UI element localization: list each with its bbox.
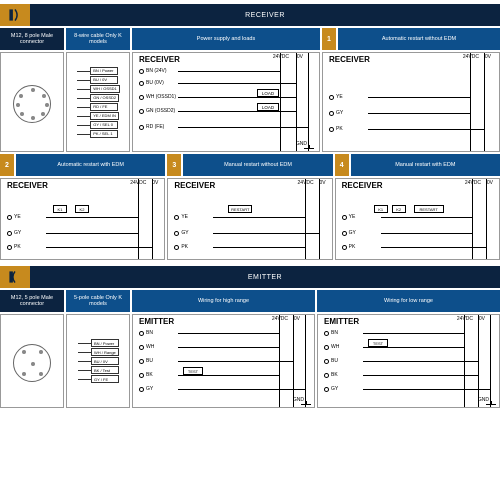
receiver-icon xyxy=(0,4,30,26)
tab-man-no-edm: Manual restart without EDM xyxy=(183,154,332,176)
cable-8wire-panel: BN / Power BU / 0V WH / OSSD1 GN / OSSD2… xyxy=(66,52,130,152)
emitter-title: EMITTER xyxy=(30,266,500,288)
tab-power: Power supply and loads xyxy=(132,28,320,50)
emitter-header: EMITTER xyxy=(0,266,500,288)
gnd-icon xyxy=(301,401,311,409)
wire-tag: GN / OSSD2 xyxy=(90,94,119,102)
man-no-edm-panel: RECEIVER 24VDC 0V YE RESTART GY PK xyxy=(167,178,332,260)
receiver-tabs-1: M12, 8 pole Male connector 8-wire cable … xyxy=(0,28,500,50)
wire-tag: GY / SEL 0 xyxy=(90,121,118,129)
man-edm-panel: RECEIVER 24VDC 0V YE K1 K2 RESTART GY PK xyxy=(335,178,500,260)
wire-tag: WH / OSSD1 xyxy=(90,85,120,93)
receiver-header: RECEIVER xyxy=(0,4,500,26)
gnd-icon xyxy=(304,145,314,153)
tab-num-4: 4 xyxy=(335,154,349,176)
gnd-icon xyxy=(486,401,496,409)
wire-stack: BN / Power BU / 0V WH / OSSD1 GN / OSSD2… xyxy=(90,67,120,138)
tab-man-edm: Manual restart with EDM xyxy=(351,154,500,176)
wire-tag: BU / 0V xyxy=(90,76,118,84)
receiver-tabs-2: 2 Automatic restart with EDM 3 Manual re… xyxy=(0,154,500,176)
test-button: TEST xyxy=(183,367,203,375)
m12-8pole-panel xyxy=(0,52,64,152)
tab-em-cable: 5-pole cable Only K models xyxy=(66,290,130,312)
receiver-title: RECEIVER xyxy=(30,4,500,26)
relay-k1: K1 xyxy=(53,205,67,213)
label-24v: 24VDC xyxy=(273,54,289,60)
m12-connector-icon xyxy=(13,85,51,123)
relay-k2: K2 xyxy=(392,205,406,213)
test-button: TEST xyxy=(368,339,388,347)
receiver-panels-2: RECEIVER 24VDC 0V YE K1 K2 GY PK RECEIVE… xyxy=(0,178,500,260)
tab-cable: 8-wire cable Only K models xyxy=(66,28,130,50)
receiver-panels-1: BN / Power BU / 0V WH / OSSD1 GN / OSSD2… xyxy=(0,52,500,152)
emitter-tabs: M12, 5 pole Male connector 5-pole cable … xyxy=(0,290,500,312)
tab-em-low: Wiring for low range xyxy=(317,290,500,312)
bus-gnd xyxy=(308,53,309,151)
power-supply-panel: RECEIVER 24VDC 0V BN (24V) BU (0V) WH (O… xyxy=(132,52,320,152)
diagram-title: RECEIVER xyxy=(139,55,180,64)
tab-auto-edm: Automatic restart with EDM xyxy=(16,154,165,176)
load-box: LOAD xyxy=(257,89,279,97)
tab-num-1: 1 xyxy=(322,28,336,50)
auto-edm-panel: RECEIVER 24VDC 0V YE K1 K2 GY PK xyxy=(0,178,165,260)
tab-num-2: 2 xyxy=(0,154,14,176)
m12-connector-icon xyxy=(13,344,51,382)
emitter-icon xyxy=(0,266,30,288)
tab-em-connector: M12, 5 pole Male connector xyxy=(0,290,64,312)
wire-tag: RD / FE xyxy=(90,103,118,111)
m12-5pole-panel xyxy=(0,314,64,408)
diagram-title: RECEIVER xyxy=(329,55,370,64)
relay-k1: K1 xyxy=(374,205,388,213)
tab-num-3: 3 xyxy=(167,154,181,176)
emitter-high-panel: EMITTER 24VDC 0V BN WH BU BK TEST GY GND xyxy=(132,314,315,408)
emitter-low-panel: EMITTER 24VDC 0V BN WH TEST BU BK GY GND xyxy=(317,314,500,408)
relay-k2: K2 xyxy=(75,205,89,213)
tab-em-high: Wiring for high range xyxy=(132,290,315,312)
load-box: LOAD xyxy=(257,103,279,111)
auto-no-edm-panel: RECEIVER 24VDC 0V YE GY PK xyxy=(322,52,500,152)
wire-tag: PK / SEL 1 xyxy=(90,130,118,138)
wire-tag: YE / EDM IN xyxy=(90,112,119,120)
tab-connector: M12, 8 pole Male connector xyxy=(0,28,64,50)
cable-5wire-panel: BN / Power WH / Range BU / 0V BK / Test … xyxy=(66,314,130,408)
restart-button: RESTART xyxy=(228,205,252,213)
bus-0v xyxy=(296,53,297,151)
label-0v: 0V xyxy=(297,54,303,60)
tab-auto-no-edm: Automatic restart without EDM xyxy=(338,28,500,50)
emitter-panels: BN / Power WH / Range BU / 0V BK / Test … xyxy=(0,314,500,408)
wire-tag: BN / Power xyxy=(90,67,118,75)
restart-button: RESTART xyxy=(414,205,444,213)
